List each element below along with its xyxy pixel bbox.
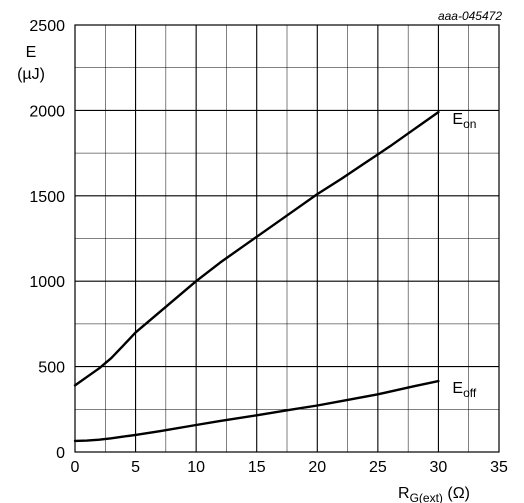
major-grid [75, 25, 499, 452]
plot-frame [74, 24, 500, 453]
series-label-on: Eon [452, 111, 476, 131]
x-tick-label: 20 [308, 459, 326, 476]
x-axis-label: RG(ext) (Ω) [398, 485, 470, 503]
x-tick-label: 15 [248, 459, 266, 476]
x-tick-label: 35 [490, 459, 508, 476]
series-label-main: E [452, 111, 463, 128]
y-tick-label: 2000 [29, 103, 65, 120]
x-tick-label: 25 [369, 459, 387, 476]
x-axis-label-unit: (Ω) [443, 485, 470, 502]
series-line-on [73, 110, 440, 387]
series-line-off [73, 379, 440, 443]
series-label-off: Eoff [452, 380, 476, 400]
y-axis-label: E [26, 44, 37, 61]
x-tick-label: 30 [430, 459, 448, 476]
y-tick-label: 1000 [29, 274, 65, 291]
x-tick-label: 5 [131, 459, 140, 476]
series-label-sub: on [463, 117, 476, 131]
y-tick-label: 1500 [29, 189, 65, 206]
x-tick-labels: 0 5 10 15 20 25 30 35 [71, 459, 508, 476]
x-axis-label-sub: G(ext) [410, 491, 443, 503]
y-tick-label: 2500 [29, 18, 65, 35]
x-tick-label: 10 [187, 459, 205, 476]
x-axis-label-main: R [398, 485, 410, 502]
x-tick-label: 0 [71, 459, 80, 476]
series-lines [73, 110, 440, 443]
y-tick-label: 0 [56, 445, 65, 462]
figure-id: aaa-045472 [438, 9, 502, 23]
y-axis-unit: (µJ) [17, 66, 45, 83]
series-label-main: E [452, 380, 463, 397]
series-label-sub: off [463, 386, 477, 400]
y-tick-label: 500 [38, 360, 65, 377]
minor-grid [75, 25, 499, 452]
y-tick-labels: 0 500 1000 1500 2000 2500 [29, 18, 65, 462]
